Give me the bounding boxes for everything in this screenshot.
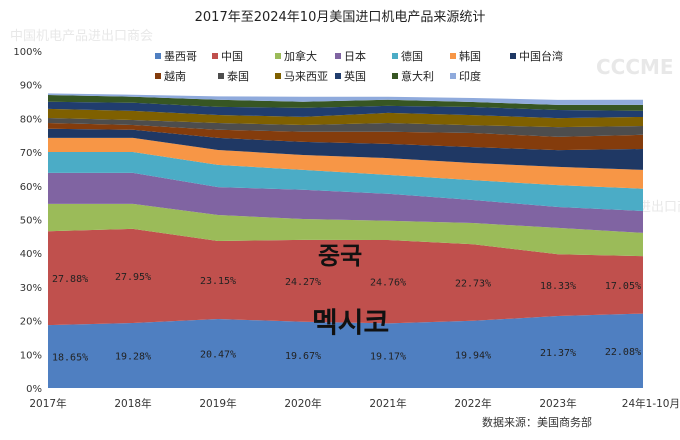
area-series-7 bbox=[48, 123, 643, 151]
legend-item: 墨西哥 bbox=[155, 48, 197, 64]
legend-item: 英国 bbox=[335, 68, 366, 84]
y-tick-label: 60% bbox=[20, 182, 42, 193]
area-series-11 bbox=[48, 95, 643, 111]
legend-label: 墨西哥 bbox=[164, 50, 197, 63]
data-label: 19.67% bbox=[285, 351, 321, 362]
data-label: 27.88% bbox=[52, 274, 88, 285]
legend-swatch bbox=[335, 53, 341, 59]
legend-label: 德国 bbox=[401, 50, 423, 63]
legend-label: 马来西亚 bbox=[284, 70, 328, 83]
y-tick-label: 80% bbox=[20, 114, 42, 125]
legend-swatch bbox=[510, 53, 516, 59]
data-label: 19.94% bbox=[455, 350, 491, 361]
watermark-logo: CCCME bbox=[596, 55, 674, 79]
legend-swatch bbox=[450, 53, 456, 59]
watermark-text-left: 中国机电产品进出口商会 bbox=[10, 29, 154, 44]
annotation-china: 중국 bbox=[318, 242, 363, 270]
x-tick-label: 2021年 bbox=[369, 397, 406, 410]
data-source: 数据来源：美国商务部 bbox=[482, 416, 592, 429]
area-series-3 bbox=[48, 172, 643, 233]
data-label: 19.17% bbox=[370, 352, 406, 363]
legend-swatch bbox=[218, 73, 224, 79]
legend-swatch bbox=[392, 73, 398, 79]
legend-swatch bbox=[450, 73, 456, 79]
y-tick-label: 50% bbox=[20, 216, 42, 227]
data-label: 18.65% bbox=[52, 353, 88, 364]
data-label: 22.73% bbox=[455, 279, 491, 290]
y-tick-label: 30% bbox=[20, 283, 42, 294]
legend-swatch bbox=[155, 53, 161, 59]
x-tick-label: 2017年 bbox=[29, 397, 66, 410]
legend-label: 韩国 bbox=[459, 50, 481, 63]
y-tick-label: 40% bbox=[20, 249, 42, 260]
y-tick-label: 0% bbox=[26, 384, 42, 395]
x-tick-label: 2022年 bbox=[454, 397, 491, 410]
y-tick-label: 90% bbox=[20, 81, 42, 92]
x-tick-label: 2023年 bbox=[539, 397, 576, 410]
data-label: 24.76% bbox=[370, 278, 406, 289]
area-series-6 bbox=[48, 128, 643, 170]
x-tick-label: 2020年 bbox=[284, 397, 321, 410]
data-label: 17.05% bbox=[605, 281, 641, 292]
data-label: 19.28% bbox=[115, 352, 151, 363]
legend-label: 越南 bbox=[164, 70, 186, 83]
data-label: 18.33% bbox=[540, 281, 576, 292]
legend-swatch bbox=[212, 53, 218, 59]
data-label: 20.47% bbox=[200, 350, 236, 361]
area-series-9 bbox=[48, 108, 643, 128]
legend-item: 加拿大 bbox=[275, 48, 317, 64]
data-label: 27.95% bbox=[115, 272, 151, 283]
x-tick-label: 24年1-10月 bbox=[622, 397, 680, 410]
legend-swatch bbox=[275, 53, 281, 59]
area-series-2 bbox=[48, 203, 643, 257]
legend-item: 日本 bbox=[335, 48, 366, 64]
y-tick-label: 20% bbox=[20, 317, 42, 328]
legend-swatch bbox=[155, 73, 161, 79]
chart-title: 2017年至2024年10月美国进口机电产品来源统计 bbox=[194, 10, 486, 25]
legend-label: 日本 bbox=[344, 50, 366, 63]
area-series-4 bbox=[48, 151, 643, 211]
data-label: 23.15% bbox=[200, 276, 236, 287]
area-series-0 bbox=[48, 313, 643, 388]
legend-item: 中国 bbox=[212, 48, 243, 64]
legend-swatch bbox=[275, 73, 281, 79]
data-label: 21.37% bbox=[540, 348, 576, 359]
legend-item: 韩国 bbox=[450, 48, 481, 64]
area-series-12 bbox=[48, 93, 643, 105]
x-tick-label: 2018年 bbox=[114, 397, 151, 410]
legend-label: 加拿大 bbox=[284, 50, 317, 63]
legend-label: 印度 bbox=[459, 70, 481, 83]
legend-item: 泰国 bbox=[218, 68, 249, 84]
data-label: 22.08% bbox=[605, 347, 641, 358]
y-tick-label: 10% bbox=[20, 350, 42, 361]
legend-item: 印度 bbox=[450, 68, 481, 84]
legend-item: 德国 bbox=[392, 48, 423, 64]
y-tick-label: 70% bbox=[20, 148, 42, 159]
legend-label: 中国台湾 bbox=[519, 50, 563, 63]
legend-item: 越南 bbox=[155, 68, 186, 84]
area-series-5 bbox=[48, 137, 643, 189]
y-tick-label: 100% bbox=[13, 47, 42, 58]
x-tick-label: 2019年 bbox=[199, 397, 236, 410]
area-series-10 bbox=[48, 101, 643, 119]
legend-item: 马来西亚 bbox=[275, 68, 328, 84]
legend-label: 意大利 bbox=[401, 70, 434, 83]
legend-label: 泰国 bbox=[227, 70, 249, 83]
legend-label: 英国 bbox=[344, 70, 366, 83]
area-series-1 bbox=[48, 228, 643, 326]
data-label: 24.27% bbox=[285, 277, 321, 288]
legend-label: 中国 bbox=[221, 50, 243, 63]
annotation-mexico: 멕시코 bbox=[312, 306, 390, 339]
legend-swatch bbox=[392, 53, 398, 59]
legend-item: 中国台湾 bbox=[510, 48, 563, 64]
area-series-8 bbox=[48, 117, 643, 137]
legend-swatch bbox=[335, 73, 341, 79]
legend-item: 意大利 bbox=[392, 68, 434, 84]
